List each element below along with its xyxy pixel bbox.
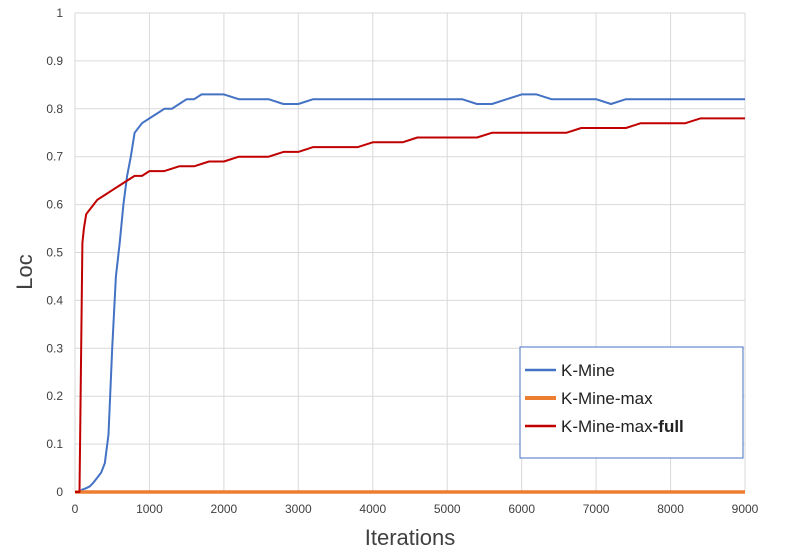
y-tick-label: 0.3 bbox=[46, 341, 63, 355]
x-tick-label: 8000 bbox=[657, 502, 684, 516]
tick-labels: 0 1000 2000 3000 4000 5000 6000 7000 8000 9000 0 0.… bbox=[46, 6, 758, 516]
y-tick-label: 0.8 bbox=[46, 102, 63, 116]
x-tick-label: 4000 bbox=[359, 502, 386, 516]
y-tick-label: 1 bbox=[56, 6, 63, 20]
x-tick-label: 3000 bbox=[285, 502, 312, 516]
y-tick-label: 0.9 bbox=[46, 54, 63, 68]
series-line-k-mine-max-full bbox=[75, 117, 745, 493]
series-line-k-mine bbox=[75, 93, 745, 493]
legend-box bbox=[519, 346, 744, 459]
x-axis-title: Iterations bbox=[365, 525, 456, 550]
y-tick-label: 0.4 bbox=[46, 293, 63, 307]
y-tick-label: 0.7 bbox=[46, 150, 63, 164]
x-tick-label: 7000 bbox=[583, 502, 610, 516]
legend-label: K-Mine-max bbox=[561, 389, 653, 408]
x-tick-label: 6000 bbox=[508, 502, 535, 516]
y-axis-title: Loc bbox=[12, 254, 37, 289]
x-tick-label: 5000 bbox=[434, 502, 461, 516]
legend-label-suffix: -full bbox=[653, 417, 684, 436]
series-lines bbox=[75, 93, 745, 494]
y-tick-label: 0.5 bbox=[46, 246, 63, 260]
legend-label: K-Mine-max-full bbox=[561, 417, 684, 436]
y-tick-label: 0 bbox=[56, 485, 63, 499]
x-tick-label: 1000 bbox=[136, 502, 163, 516]
legend-label-text: K-Mine-max bbox=[561, 417, 653, 436]
y-tick-label: 0.1 bbox=[46, 437, 63, 451]
legend-label-text: K-Mine bbox=[561, 361, 615, 380]
x-tick-label: 9000 bbox=[732, 502, 759, 516]
legend-label: K-Mine bbox=[561, 361, 615, 380]
x-tick-label: 2000 bbox=[211, 502, 238, 516]
y-tick-label: 0.6 bbox=[46, 198, 63, 212]
y-tick-label: 0.2 bbox=[46, 389, 63, 403]
legend-label-text: K-Mine-max bbox=[561, 389, 653, 408]
x-tick-label: 0 bbox=[72, 502, 79, 516]
